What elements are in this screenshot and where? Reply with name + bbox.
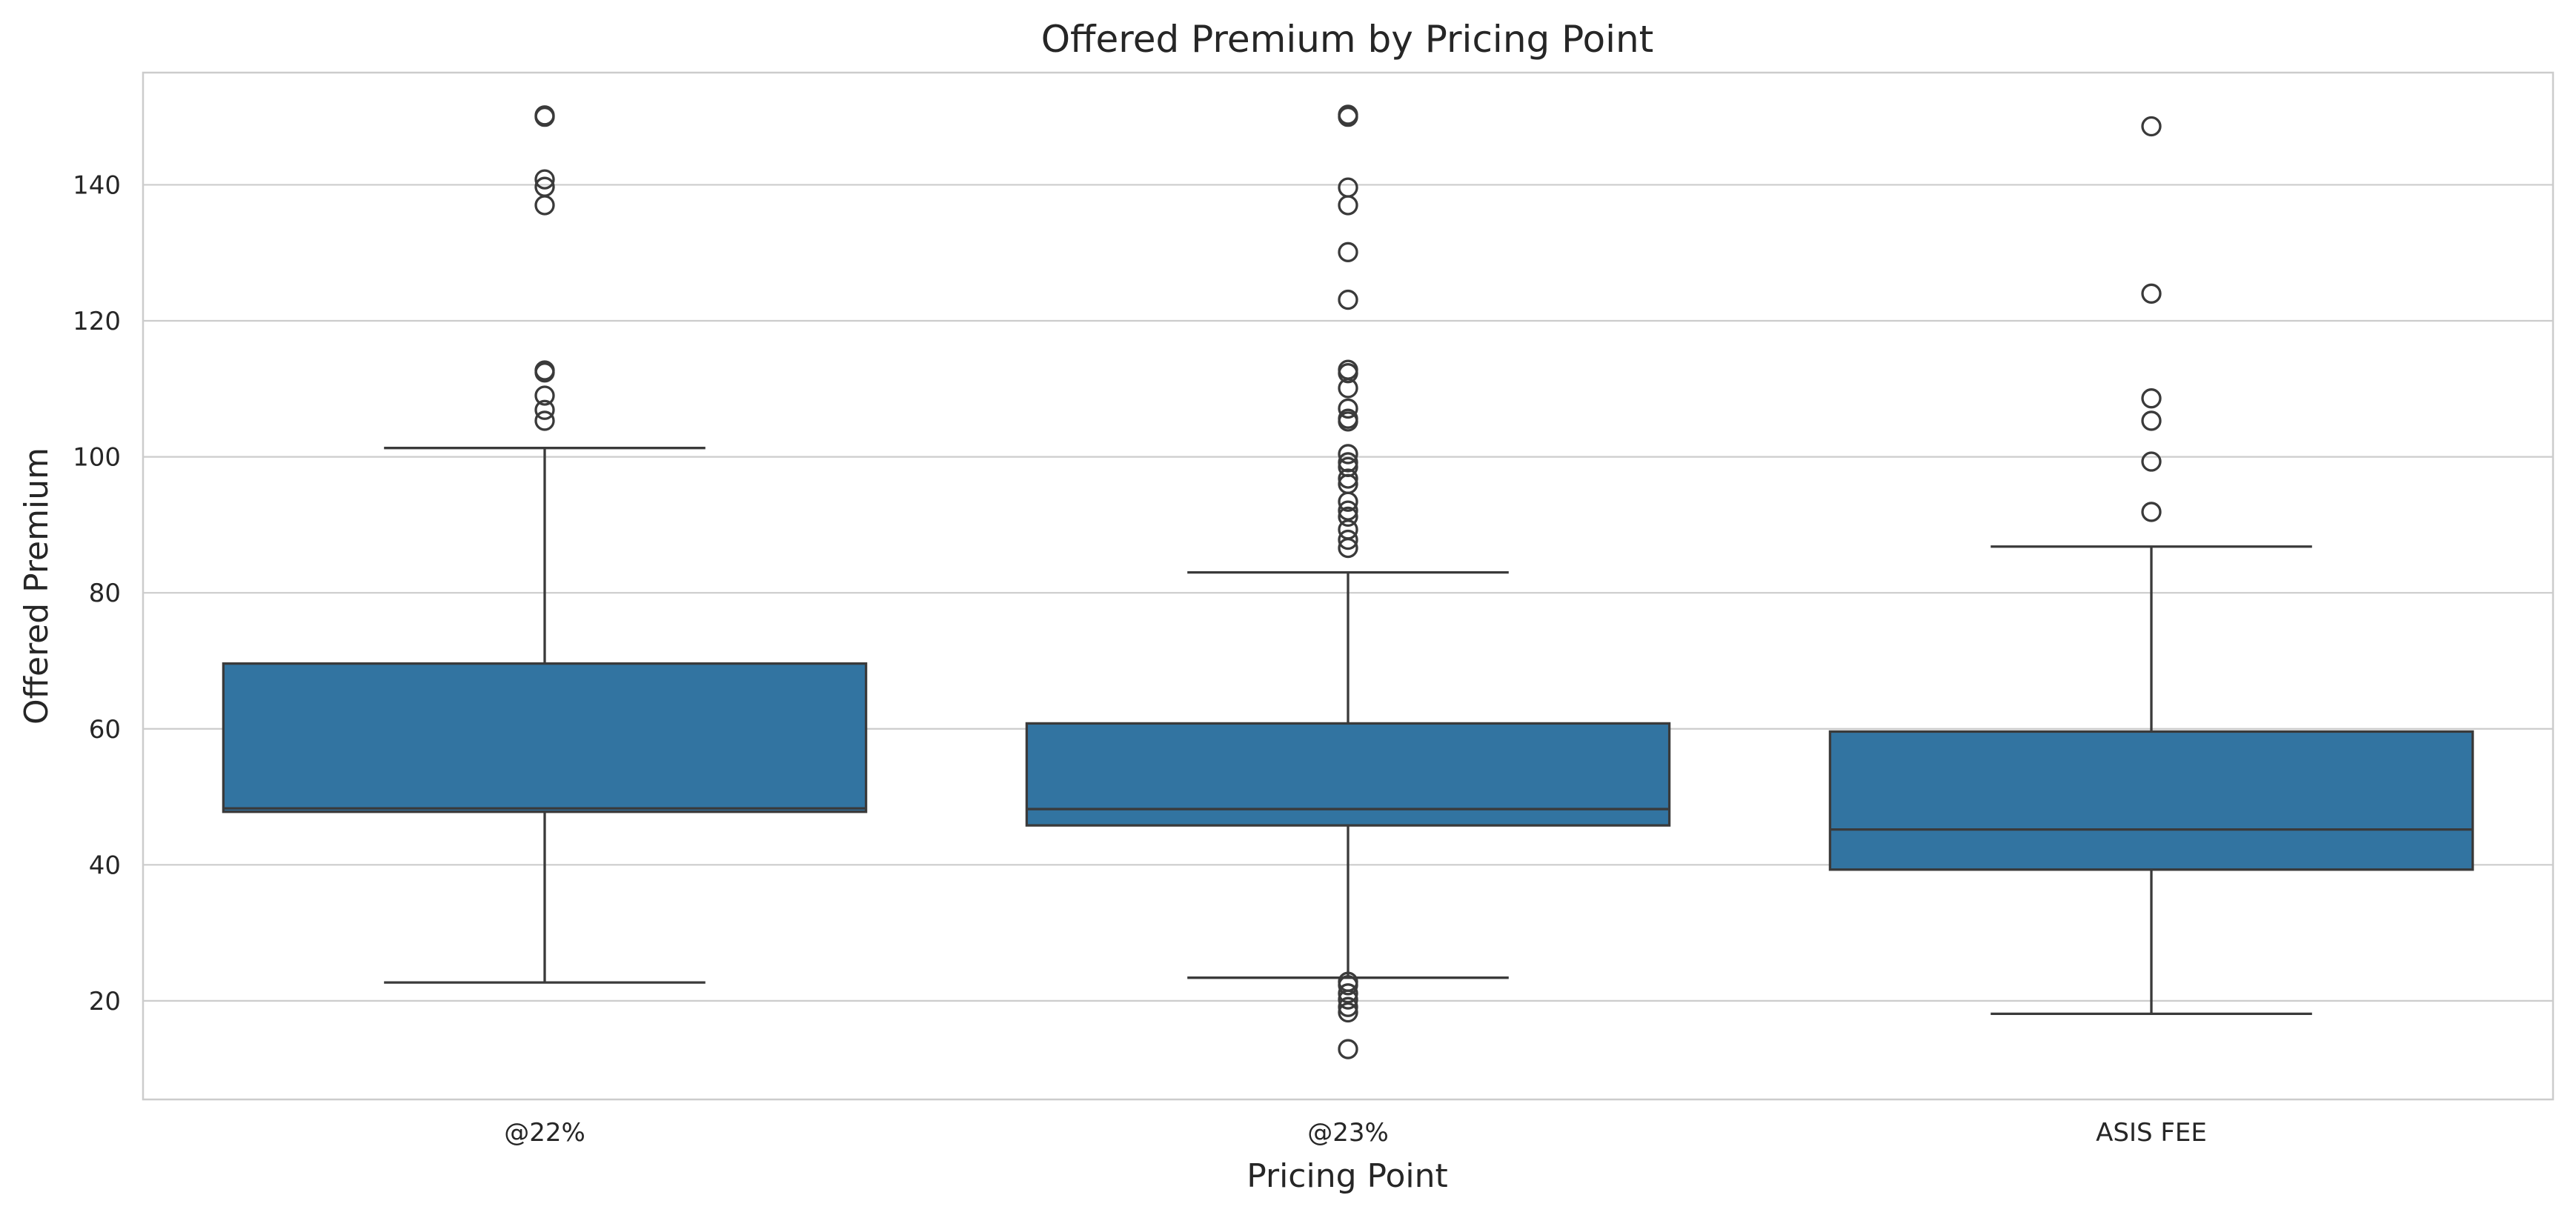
box-group [1828,116,2474,1015]
x-tick-labels: @22% @23% ASIS FEE [504,1118,2207,1148]
iqr-box [1828,730,2474,871]
outlier-point [534,385,555,406]
outlier-point [1338,971,1358,992]
box-group [222,105,868,984]
y-tick-label: 140 [73,170,121,200]
x-tick-label: @22% [504,1118,585,1148]
outlier-point [2141,388,2162,409]
outlier-point [1338,468,1358,489]
outlier-point [2141,502,2162,522]
outlier-point [1338,177,1358,198]
outlier-point [1338,289,1358,310]
outlier-point [1338,104,1358,125]
chart-title: Offered Premium by Pricing Point [1041,18,1654,61]
y-tick-label: 100 [73,443,121,473]
iqr-box [222,662,868,813]
outlier-point [1338,242,1358,262]
x-tick-label: @23% [1307,1118,1389,1148]
y-axis-label: Offered Premium [18,447,56,725]
outlier-point [534,169,555,190]
plot-frame [142,71,2555,1101]
outlier-point [1338,506,1358,528]
y-tick-label: 120 [73,307,121,336]
outlier-point [534,176,555,197]
outlier-point [1338,1039,1358,1059]
outlier-point [1338,195,1358,216]
outlier-point [1338,983,1358,1004]
outlier-point [1338,359,1358,380]
outlier-point [534,360,555,381]
outlier-point [1338,529,1358,550]
outlier-point [534,399,555,420]
outlier-point [1338,452,1358,473]
x-tick-label: ASIS FEE [2096,1118,2207,1148]
outlier-point [1338,444,1358,465]
outlier-point [2141,451,2162,472]
outlier-point [534,195,555,216]
outlier-point [2141,410,2162,431]
x-axis-label: Pricing Point [1246,1157,1448,1195]
outlier-point [534,410,555,431]
boxes-group [222,104,2474,1059]
outlier-point [1338,1002,1358,1023]
outlier-point [1338,500,1358,521]
outlier-point [1338,398,1358,419]
y-tick-label: 20 [89,987,121,1016]
outlier-point [1338,408,1358,429]
outlier-point [1338,519,1358,540]
y-tick-label: 40 [89,851,121,880]
outlier-point [2141,283,2162,304]
outlier-point [534,105,555,126]
y-tick-labels: 20 40 60 80 100 120 140 [73,170,121,1016]
outlier-point [1338,996,1358,1017]
y-tick-label: 60 [89,715,121,745]
outlier-point [2141,116,2162,137]
y-tick-label: 80 [89,579,121,608]
box-group [1025,104,1671,1059]
